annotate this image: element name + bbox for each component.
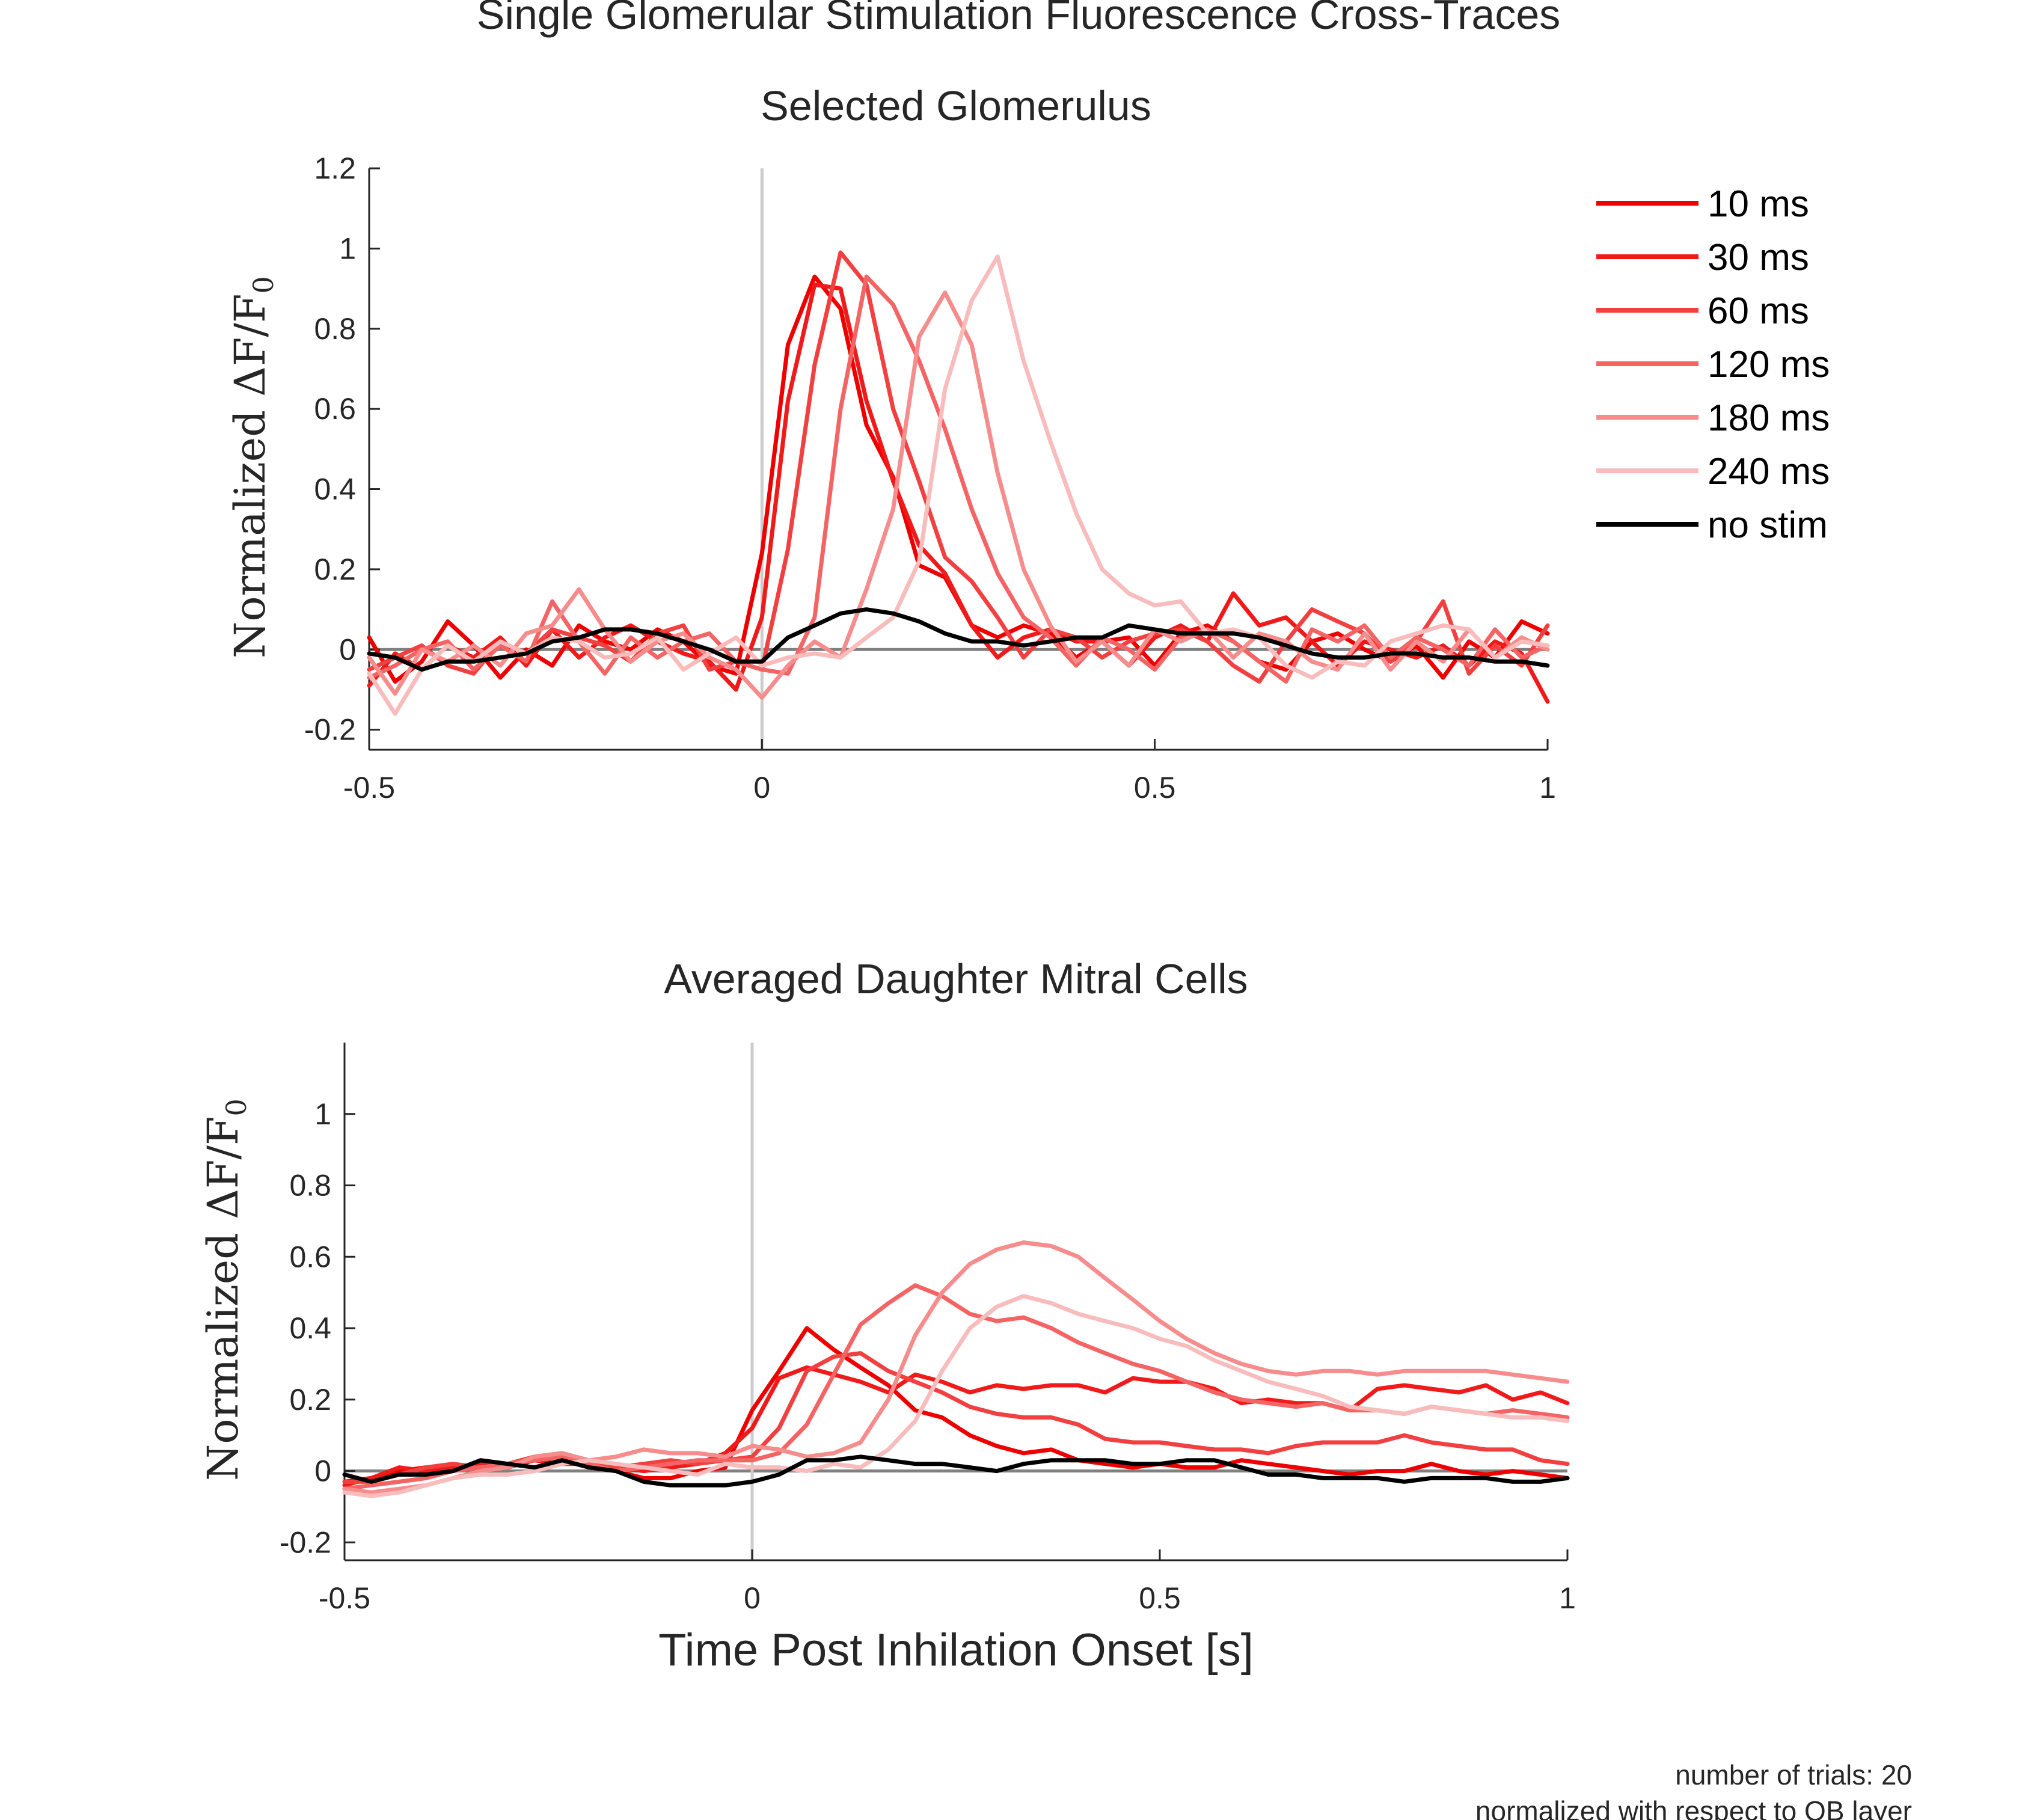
y-tick-label: 0.2 bbox=[289, 1383, 331, 1417]
legend-label: 10 ms bbox=[1708, 183, 1809, 225]
x-tick-label: 1 bbox=[1539, 771, 1556, 804]
legend-item: 60 ms bbox=[1596, 290, 1809, 332]
y-tick-label: 1.2 bbox=[314, 152, 356, 185]
x-tick-label: -0.5 bbox=[343, 771, 395, 804]
series-line-180-ms bbox=[367, 290, 1550, 700]
note-trials: number of trials: 20 bbox=[1675, 1759, 1912, 1791]
y-tick-label: 0.2 bbox=[314, 553, 356, 586]
legend-item: 240 ms bbox=[1596, 451, 1830, 492]
x-tick-label: 1 bbox=[1559, 1581, 1576, 1615]
legend-label: 120 ms bbox=[1708, 344, 1830, 385]
series-line-no-stim bbox=[367, 607, 1550, 672]
y-tick-label: 0 bbox=[339, 633, 356, 666]
series-line-60-ms bbox=[367, 250, 1550, 684]
legend-item: 30 ms bbox=[1596, 237, 1809, 278]
y-tick-label: 0.6 bbox=[289, 1240, 331, 1273]
legend-label: 30 ms bbox=[1708, 237, 1809, 278]
legend: 10 ms 30 ms 60 ms 120 ms 180 ms 240 ms no stim bbox=[1596, 183, 1830, 546]
legend-label: 180 ms bbox=[1708, 397, 1830, 439]
y-axis-label: Normalized ΔF/F0 bbox=[198, 1098, 253, 1481]
y-tick-label: 0.6 bbox=[314, 392, 356, 426]
series-line-240-ms bbox=[342, 1294, 1570, 1498]
x-axis-label: Time Post Inhilation Onset [s] bbox=[658, 1625, 1254, 1676]
series-line-120-ms bbox=[367, 274, 1550, 684]
plot-series bbox=[367, 250, 1550, 716]
plot-series bbox=[342, 1240, 1570, 1498]
y-tick-label: 1 bbox=[339, 231, 356, 265]
panel-title: Averaged Daughter Mitral Cells bbox=[664, 955, 1248, 1002]
y-tick-label: 0.4 bbox=[289, 1311, 331, 1345]
x-tick-label: -0.5 bbox=[319, 1581, 370, 1615]
y-tick-label: 0 bbox=[314, 1454, 331, 1488]
y-axis-label-prefix: Normalized ΔF/F bbox=[198, 1116, 248, 1480]
y-tick-label: 0.8 bbox=[289, 1169, 331, 1203]
y-axis-label-prefix: Normalized ΔF/F bbox=[225, 293, 275, 658]
y-axis-label: Normalized ΔF/F0 bbox=[225, 276, 280, 658]
legend-label: no stim bbox=[1708, 504, 1828, 546]
y-tick-label: -0.2 bbox=[280, 1525, 331, 1559]
legend-item: 120 ms bbox=[1596, 344, 1830, 385]
y-tick-label: 0.4 bbox=[314, 473, 356, 506]
y-tick-label: 0.8 bbox=[314, 312, 356, 346]
plot-axes: -0.2 0 0.2 0.4 0.6 0.8 1 -0.5 0 0.5 1 bbox=[280, 1043, 1576, 1615]
legend-item: 10 ms bbox=[1596, 183, 1809, 225]
x-tick-label: 0 bbox=[753, 771, 770, 804]
legend-item: 180 ms bbox=[1596, 397, 1830, 439]
y-axis-label-subscript: 0 bbox=[247, 276, 280, 293]
legend-item: no stim bbox=[1596, 504, 1828, 546]
panel-title: Selected Glomerulus bbox=[761, 82, 1151, 129]
legend-label: 60 ms bbox=[1708, 290, 1809, 332]
note-normalization: normalized with respect to OB layer bbox=[1475, 1795, 1912, 1820]
figure-title: Single Glomerular Stimulation Fluorescen… bbox=[477, 0, 1561, 38]
series-line-no-stim bbox=[342, 1454, 1570, 1488]
legend-label: 240 ms bbox=[1708, 451, 1830, 492]
panel-selected-glomerulus: Selected Glomerulus Normalized ΔF/F0 -0.… bbox=[225, 82, 1556, 804]
x-tick-label: 0.5 bbox=[1139, 1581, 1181, 1615]
y-tick-label: -0.2 bbox=[304, 713, 356, 747]
series-line-180-ms bbox=[342, 1240, 1570, 1495]
y-axis-label-subscript: 0 bbox=[220, 1098, 253, 1116]
x-tick-label: 0.5 bbox=[1134, 771, 1176, 804]
y-tick-label: 1 bbox=[314, 1097, 331, 1131]
panel-averaged-mitral-cells: Averaged Daughter Mitral Cells Normalize… bbox=[198, 955, 1576, 1676]
x-tick-label: 0 bbox=[744, 1581, 761, 1615]
